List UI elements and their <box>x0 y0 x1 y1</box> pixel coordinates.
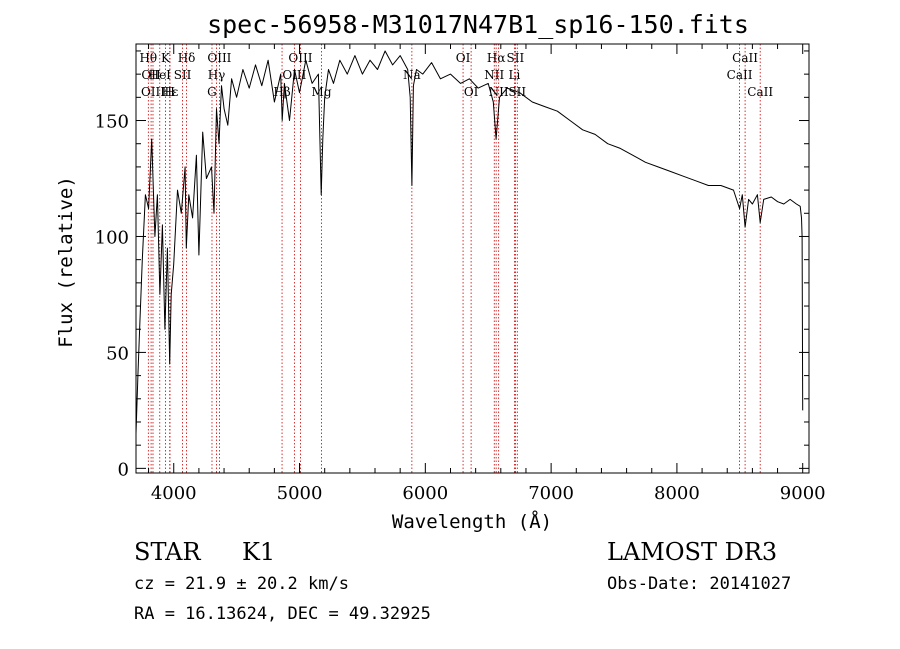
x-tick-label-3: 7000 <box>528 483 574 504</box>
line-label-11: OIII <box>207 51 231 65</box>
line-label-4: K <box>161 51 171 65</box>
x-tick-label-5: 9000 <box>780 483 826 504</box>
line-label-3: HeI <box>149 68 172 82</box>
chart-title: spec-56958-M31017N47B1_sp16-150.fits <box>207 10 749 39</box>
redshift-text: cz = 21.9 ± 20.2 km/s <box>134 574 349 594</box>
line-label-20: Hα <box>487 51 506 65</box>
line-label-15: Mg <box>312 85 332 99</box>
x-tick-label-1: 5000 <box>277 483 323 504</box>
obs-date-text: Obs-Date: 20141027 <box>607 574 792 594</box>
series-layer <box>135 50 804 434</box>
x-tick-label-0: 4000 <box>151 483 197 504</box>
coords-text: RA = 16.13624, DEC = 49.32925 <box>134 604 431 624</box>
line-label-23: SII <box>507 51 525 65</box>
line-label-2: OIII <box>141 85 165 99</box>
x-axis-label: Wavelength (Å) <box>392 510 552 533</box>
line-label-6: H <box>164 85 174 99</box>
line-label-7: SII <box>174 68 192 82</box>
y-tick-label-0: 0 <box>118 459 129 480</box>
line-label-14: OIII <box>288 51 312 65</box>
line-label-25: CaII <box>727 68 753 82</box>
line-label-10: Hγ <box>208 68 226 82</box>
line-label-9: G <box>207 85 217 99</box>
subclass: K1 <box>242 538 276 566</box>
spectral-line-labels: HθOIIOIIIHeIKHεHSIIHδGHγOIIIHβOIIIOIIIMg… <box>139 51 773 99</box>
line-label-19: NII <box>484 68 504 82</box>
object-class: STAR <box>134 538 201 566</box>
line-label-18: OI <box>464 85 479 99</box>
line-label-1: OII <box>141 68 161 82</box>
x-tick-label-2: 6000 <box>402 483 448 504</box>
spectral-line-markers <box>147 44 761 473</box>
y-tick-label-1: 50 <box>106 343 129 364</box>
axis-tick-labels: 4000 5000 6000 7000 8000 9000 0 50 100 150 <box>95 112 826 504</box>
line-label-22: Li <box>508 68 520 82</box>
y-axis-label: Flux (relative) <box>55 176 77 348</box>
line-label-21: NII <box>489 85 509 99</box>
line-label-26: CaII <box>732 51 758 65</box>
line-label-17: OI <box>456 51 471 65</box>
line-label-5: Hε <box>162 85 179 99</box>
x-tick-label-4: 8000 <box>654 483 700 504</box>
line-label-13: OIII <box>282 68 306 82</box>
line-label-0: Hθ <box>139 51 157 65</box>
line-label-8: Hδ <box>178 51 196 65</box>
series-line-0 <box>135 50 804 434</box>
survey-name: LAMOST DR3 <box>607 538 778 566</box>
axis-ticks <box>136 44 809 473</box>
y-tick-label-2: 100 <box>95 227 129 248</box>
line-label-27: CaII <box>747 85 773 99</box>
plot-frame <box>135 43 810 474</box>
y-tick-label-3: 150 <box>95 112 129 133</box>
